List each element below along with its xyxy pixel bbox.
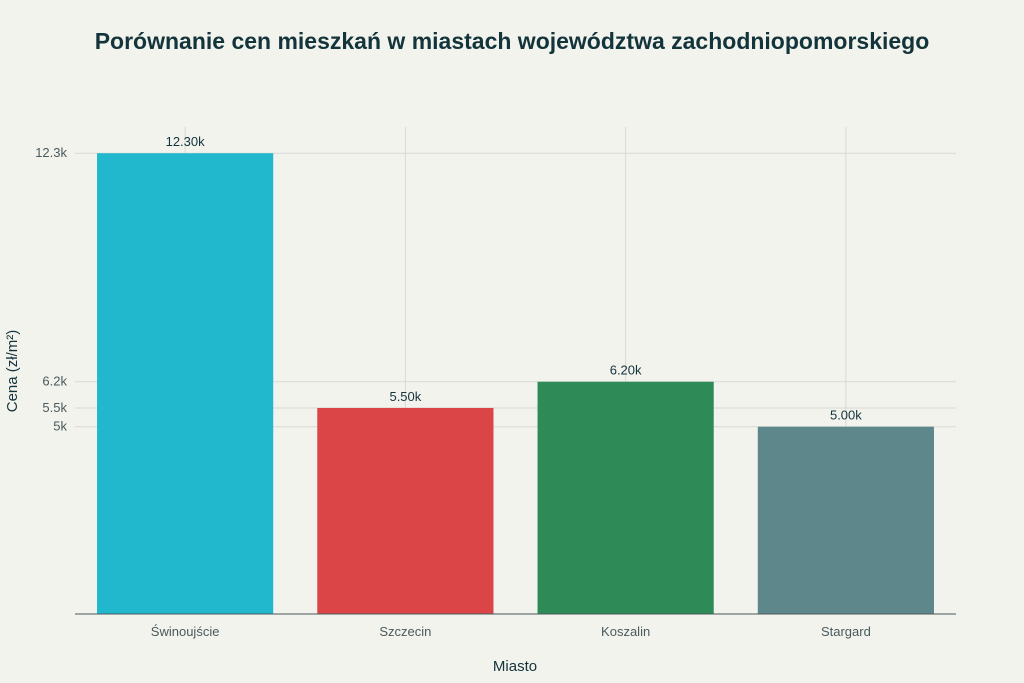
data-label: 6.20k bbox=[610, 363, 642, 378]
bar bbox=[537, 381, 714, 614]
bars-layer bbox=[97, 153, 934, 614]
x-tick-label: Stargard bbox=[821, 624, 871, 639]
bar bbox=[757, 426, 934, 614]
chart-title: Porównanie cen mieszkań w miastach wojew… bbox=[94, 28, 930, 54]
axis-layer: 5k 5.5k 6.2k 12.3k Świnoujście Szczecin Koszal… bbox=[35, 145, 956, 639]
x-tick-label: Koszalin bbox=[601, 624, 650, 639]
x-tick-label: Szczecin bbox=[379, 624, 431, 639]
data-label: 5.00k bbox=[830, 408, 862, 423]
labels-layer: 12.30k 5.50k 6.20k 5.00k bbox=[166, 134, 863, 422]
bar bbox=[317, 407, 494, 614]
y-tick-label: 5.5k bbox=[42, 400, 67, 415]
y-tick-label: 5k bbox=[53, 419, 67, 434]
y-tick-label: 12.3k bbox=[35, 145, 67, 160]
data-label: 12.30k bbox=[166, 134, 206, 149]
x-axis-title: Miasto bbox=[493, 658, 537, 675]
y-tick-label: 6.2k bbox=[42, 374, 67, 389]
data-label: 5.50k bbox=[389, 389, 421, 404]
bar bbox=[97, 153, 274, 614]
x-tick-label: Świnoujście bbox=[151, 624, 220, 639]
y-axis-title: Cena (zł/m²) bbox=[4, 330, 21, 413]
